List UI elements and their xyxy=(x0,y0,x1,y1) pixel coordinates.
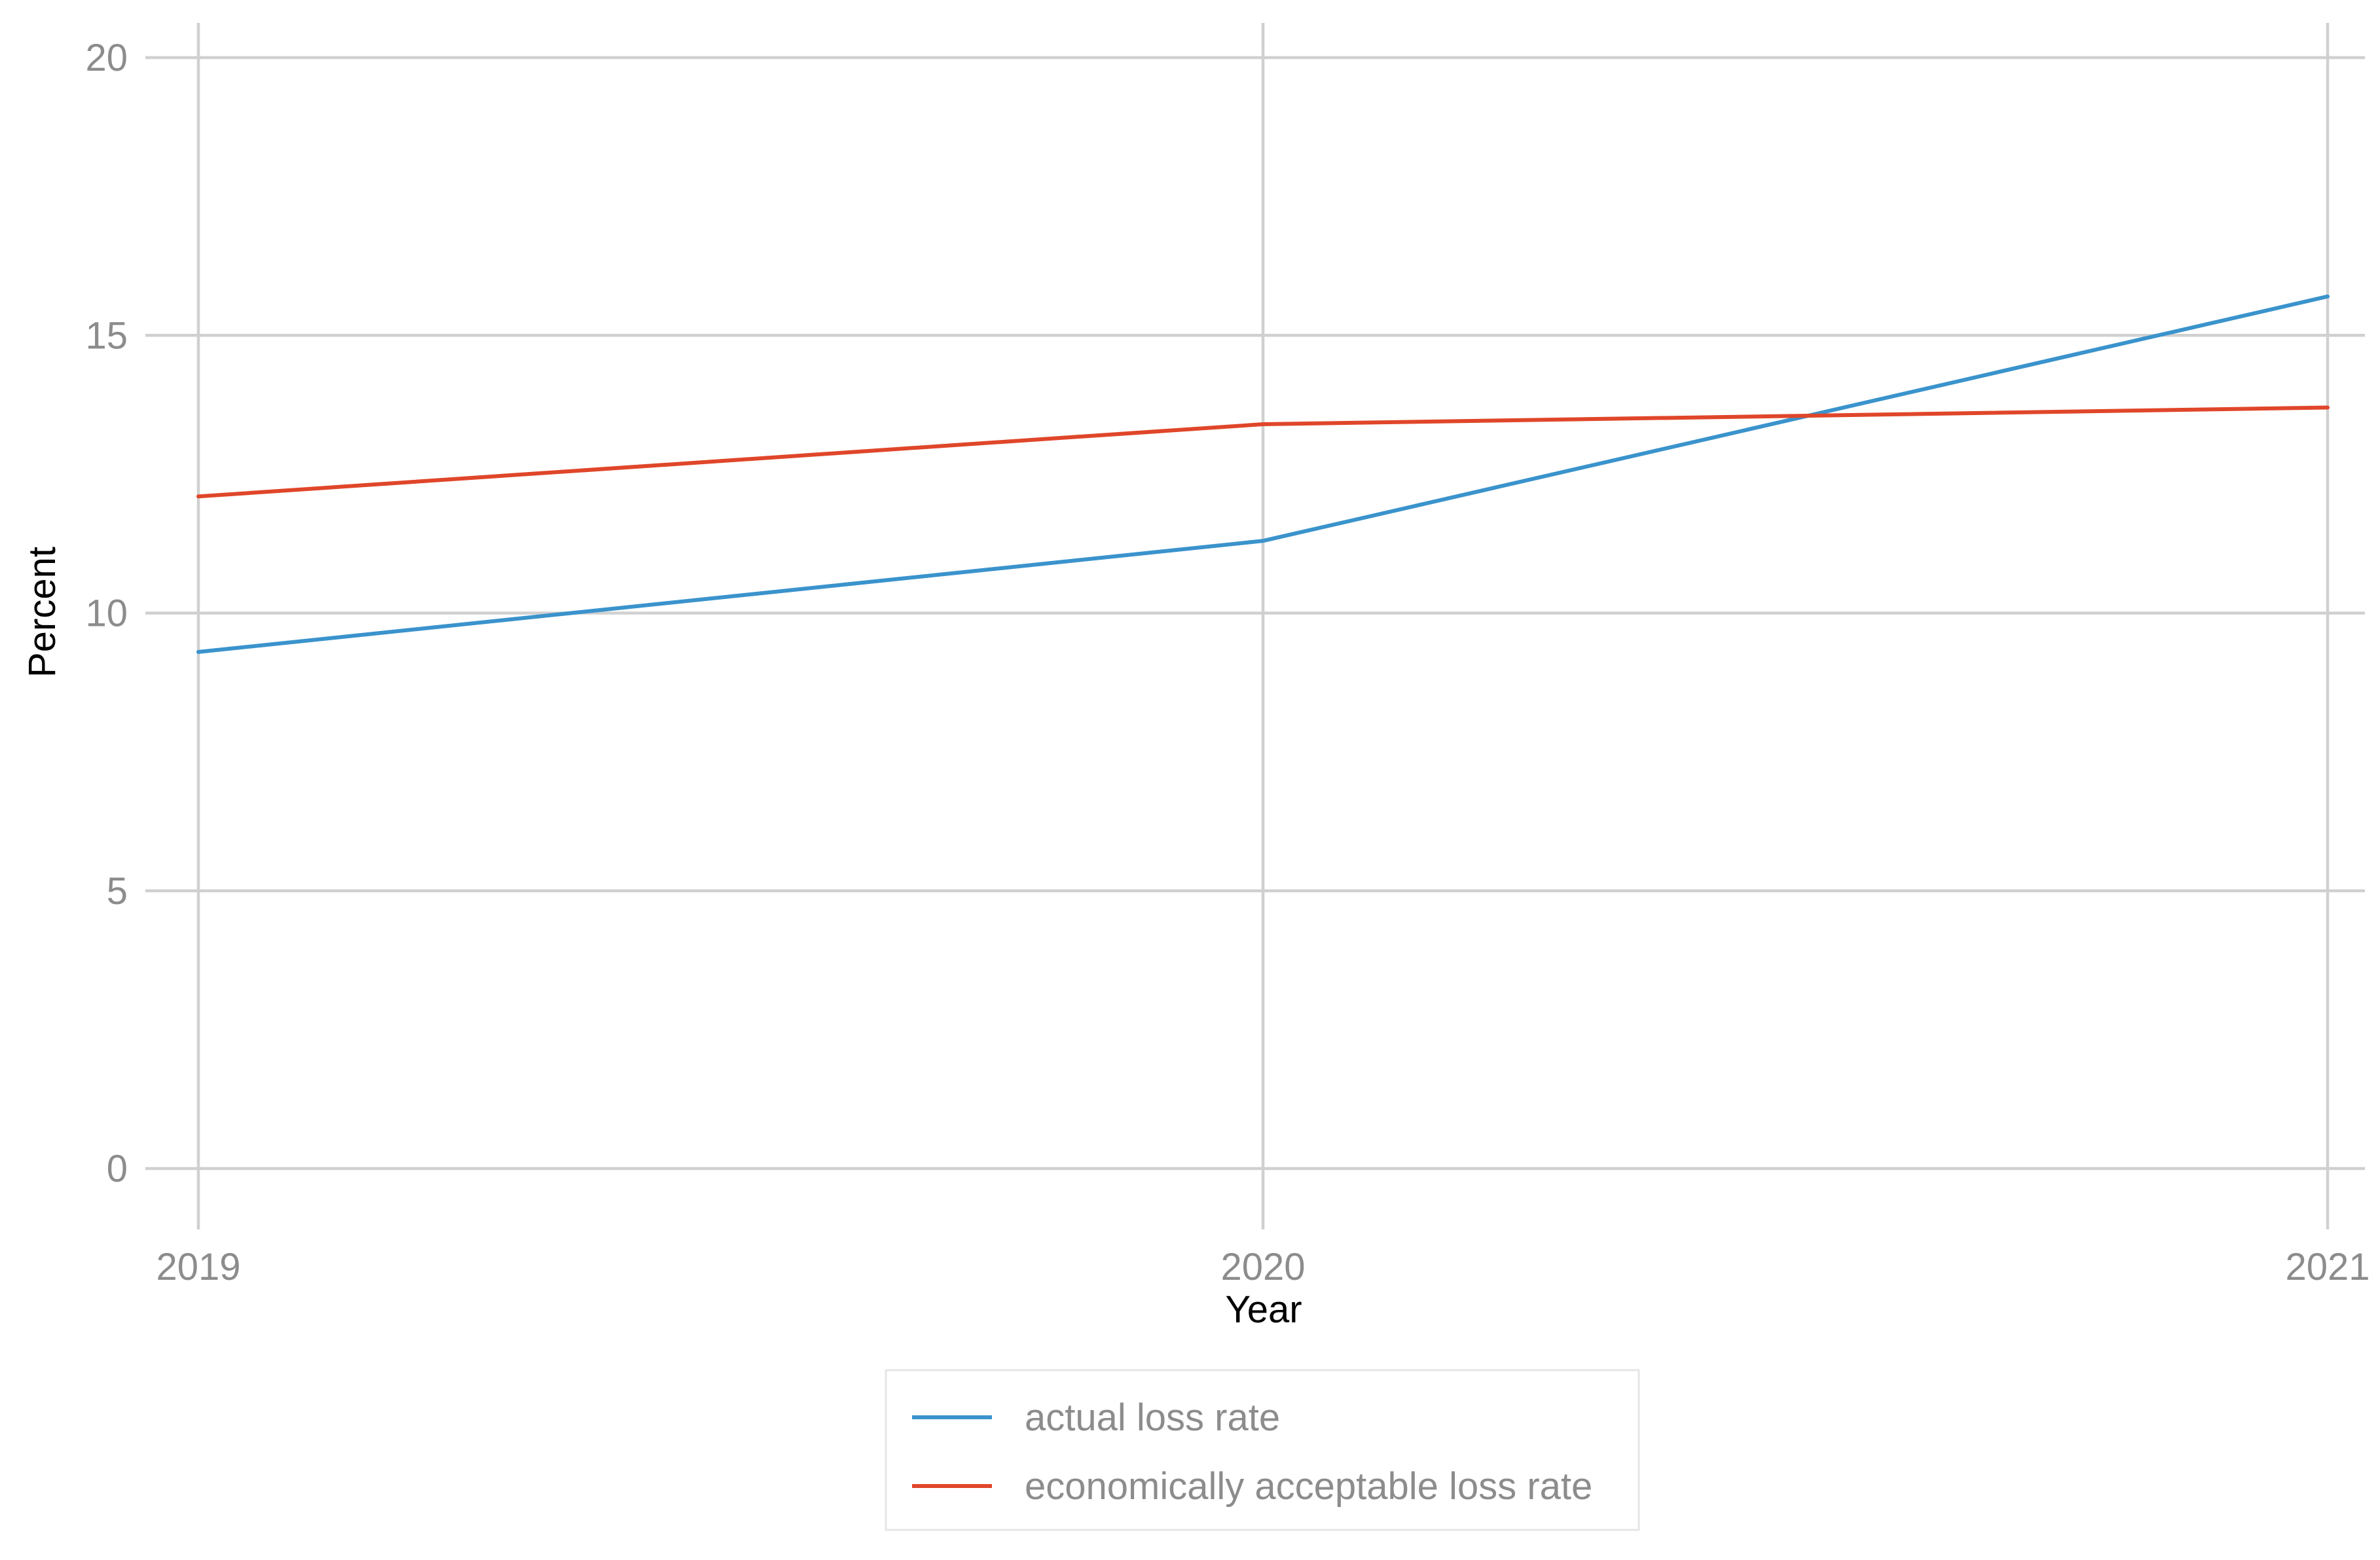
y-tick-label: 5 xyxy=(107,870,128,913)
series-line-2 xyxy=(196,405,2330,499)
y-tick-label: 20 xyxy=(85,37,128,79)
y-tick-label: 15 xyxy=(85,314,128,357)
y-tick-label: 0 xyxy=(107,1148,128,1190)
legend-box xyxy=(885,1369,1640,1531)
legend-items: actual loss rate economically acceptable … xyxy=(912,1396,1592,1508)
y-axis-title: Percent xyxy=(21,547,64,678)
y-tick-label: 10 xyxy=(85,592,128,635)
y-axis-ticks: 0 5 10 15 20 xyxy=(85,37,128,1190)
x-axis-title: Year xyxy=(1225,1288,1302,1331)
series-line-1 xyxy=(196,294,2330,654)
x-tick-label: 2020 xyxy=(1220,1246,1305,1288)
series-lines xyxy=(196,294,2330,654)
legend-label-2: economically acceptable loss rate xyxy=(1025,1465,1592,1508)
x-tick-label: 2019 xyxy=(156,1246,240,1288)
legend-label-1: actual loss rate xyxy=(1025,1396,1280,1439)
x-axis-ticks: 2019 2020 2021 xyxy=(156,1246,2370,1288)
x-tick-label: 2021 xyxy=(2285,1246,2370,1288)
gridlines xyxy=(145,23,2365,1229)
legend: actual loss rate economically acceptable … xyxy=(885,1369,1640,1531)
